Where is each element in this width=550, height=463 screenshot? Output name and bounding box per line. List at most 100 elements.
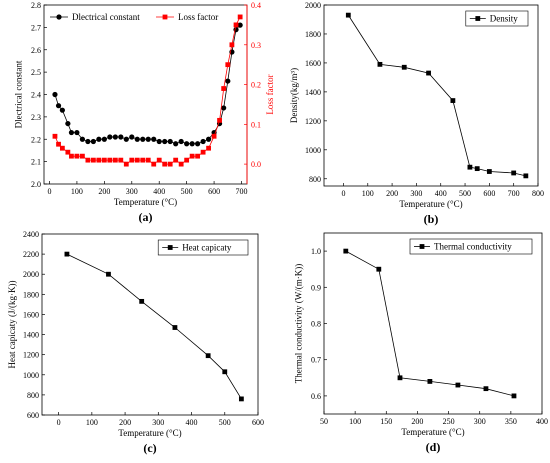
data-point bbox=[205, 136, 212, 142]
y-axis-label: Heat capicaty (J/(kg·K)) bbox=[7, 281, 17, 369]
data-point bbox=[112, 157, 118, 163]
y-tick-label: 1200 bbox=[305, 117, 321, 126]
data-point bbox=[184, 157, 190, 163]
data-point bbox=[237, 14, 243, 20]
data-point bbox=[229, 42, 235, 48]
data-point bbox=[200, 138, 206, 145]
data-point bbox=[173, 141, 179, 147]
y-tick-label: 1200 bbox=[23, 351, 39, 360]
data-point bbox=[65, 149, 71, 155]
data-point bbox=[195, 153, 201, 159]
x-tick-label: 300 bbox=[474, 417, 486, 426]
data-point bbox=[96, 157, 102, 163]
data-point bbox=[486, 169, 492, 174]
data-point bbox=[233, 22, 239, 28]
legend-marker bbox=[419, 244, 425, 249]
data-point bbox=[64, 251, 70, 257]
x-tick-label: 100 bbox=[349, 417, 361, 426]
chart-panel-c: 0 100 200 300 400 500 600 Temperature (°C) 600 80… bbox=[7, 230, 264, 455]
data-point bbox=[68, 129, 75, 136]
data-point bbox=[401, 64, 407, 70]
y-tick-label: 2.5 bbox=[31, 68, 41, 77]
right-y-axis-label: Loss factor bbox=[265, 74, 275, 114]
x-tick-label: 700 bbox=[236, 187, 248, 196]
data-point bbox=[483, 386, 489, 392]
x-tick-label: 200 bbox=[119, 418, 131, 427]
data-point bbox=[74, 129, 80, 136]
x-tick-label: 700 bbox=[508, 189, 520, 198]
data-point bbox=[156, 157, 162, 163]
data-point bbox=[90, 157, 96, 163]
y-tick-label: 1400 bbox=[305, 88, 321, 97]
y-tick-label: 1000 bbox=[23, 371, 39, 380]
series-line bbox=[66, 253, 242, 400]
data-point bbox=[107, 157, 113, 163]
x-tick-label: 600 bbox=[483, 189, 495, 198]
x-axis-label: Temperature (°C) bbox=[401, 427, 464, 437]
data-point bbox=[52, 91, 58, 98]
data-point bbox=[134, 157, 140, 163]
data-point bbox=[426, 70, 431, 76]
y-tick-label: 2.8 bbox=[31, 1, 41, 10]
data-point bbox=[184, 141, 190, 147]
data-point bbox=[107, 134, 113, 140]
y-tick-label: 1400 bbox=[23, 331, 39, 340]
plot-frame bbox=[323, 232, 543, 415]
y-axis-label: Dlectrical constant bbox=[13, 60, 23, 128]
y-tick-label: 2.1 bbox=[31, 158, 41, 167]
data-point bbox=[106, 271, 111, 277]
data-point bbox=[85, 138, 91, 145]
data-point bbox=[118, 157, 124, 163]
y-axis-label: Thermal conductivity (W/(m·K)) bbox=[293, 264, 303, 383]
chart-panel-b: 0 100 200 300 400 500 600 700 800 Temperature (°C… bbox=[289, 1, 544, 226]
y-tick-label: 0.6 bbox=[311, 392, 321, 401]
data-point bbox=[101, 157, 107, 163]
data-point bbox=[162, 138, 168, 145]
legend-marker bbox=[56, 14, 62, 20]
y-tick-label: 2.0 bbox=[31, 180, 41, 189]
data-point bbox=[217, 117, 222, 123]
y-tick-label: 2000 bbox=[23, 270, 39, 279]
data-point bbox=[139, 298, 145, 304]
legend-box bbox=[157, 239, 249, 256]
data-point bbox=[123, 136, 129, 142]
data-point bbox=[376, 266, 382, 272]
plot-frame bbox=[43, 4, 248, 185]
y-tick-label: 1000 bbox=[305, 146, 321, 155]
x-tick-label: 300 bbox=[152, 418, 164, 427]
x-tick-label: 300 bbox=[410, 189, 422, 198]
data-point bbox=[140, 157, 146, 163]
data-point bbox=[397, 375, 403, 381]
data-point bbox=[178, 138, 184, 145]
data-point bbox=[140, 136, 146, 142]
y-tick-label: 2000 bbox=[305, 1, 321, 10]
series-line bbox=[347, 14, 526, 177]
x-tick-label: 400 bbox=[536, 417, 548, 426]
data-point bbox=[195, 141, 201, 147]
y-tick-label: 1600 bbox=[23, 310, 39, 319]
series-line bbox=[54, 24, 241, 145]
y-tick-label: 0.1 bbox=[251, 120, 261, 129]
y-tick-label: 2400 bbox=[23, 230, 39, 239]
x-tick-label: 200 bbox=[411, 417, 423, 426]
data-point bbox=[112, 134, 118, 140]
y-tick-label: 800 bbox=[309, 175, 321, 184]
chart-panel-a: 0 100 200 300 400 500 600 700 Temperature (°C) 2.… bbox=[13, 1, 275, 224]
x-tick-label: 400 bbox=[435, 189, 447, 198]
y-tick-label: 2.7 bbox=[31, 23, 41, 32]
y-tick-label: 0.2 bbox=[251, 81, 261, 90]
y-tick-label: 2.2 bbox=[31, 135, 41, 144]
legend-label: Loss factor bbox=[178, 12, 218, 22]
panel-label: (a) bbox=[139, 210, 153, 224]
x-tick-label: 500 bbox=[181, 187, 193, 196]
y-tick-label: 1800 bbox=[23, 290, 39, 299]
y-tick-label: 0.7 bbox=[311, 356, 321, 365]
data-point bbox=[59, 107, 65, 113]
x-tick-label: 350 bbox=[505, 417, 517, 426]
series-line bbox=[54, 16, 241, 165]
data-point bbox=[511, 170, 517, 176]
data-point bbox=[173, 157, 179, 163]
x-tick-label: 600 bbox=[208, 187, 220, 196]
data-point bbox=[90, 138, 96, 145]
data-point bbox=[59, 145, 65, 151]
